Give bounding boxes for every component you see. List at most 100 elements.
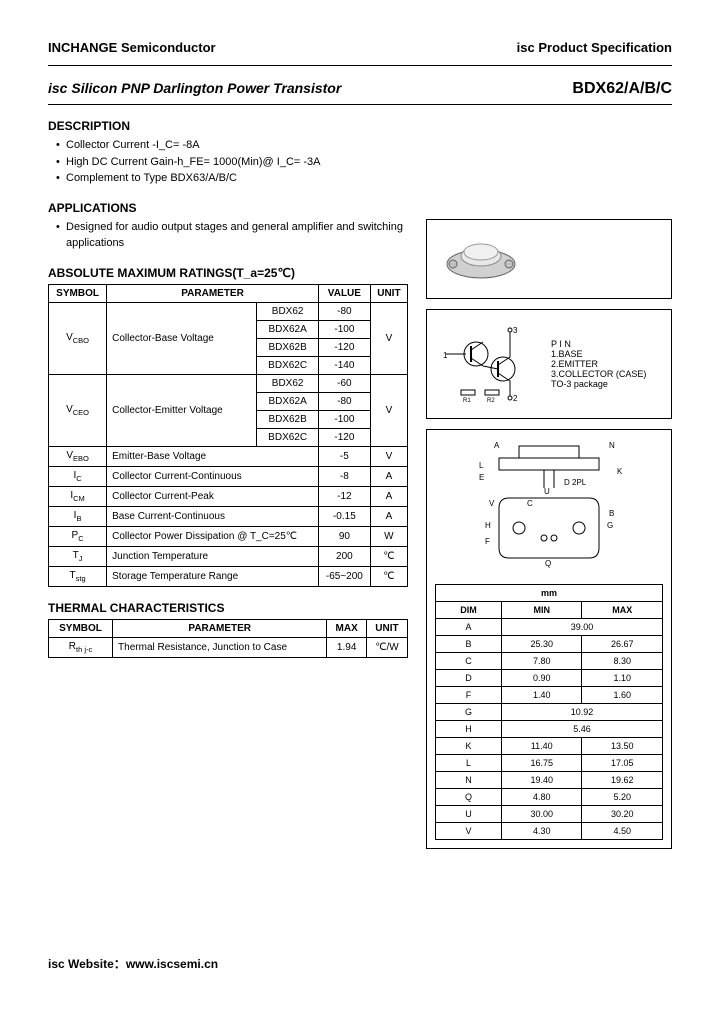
footer-url: www.iscsemi.cn	[126, 957, 218, 971]
param: Collector Power Dissipation @ T_C=25℃	[107, 526, 319, 546]
cell: -120	[318, 338, 370, 356]
cell: -100	[318, 320, 370, 338]
val: -12	[318, 486, 370, 506]
header-right: isc Product Specification	[517, 40, 672, 55]
svg-text:3: 3	[513, 326, 518, 335]
tcol: PARAMETER	[113, 619, 327, 637]
sym: PC	[49, 526, 107, 546]
cell: -140	[318, 356, 370, 374]
unit: ℃	[370, 546, 407, 566]
param-vceo: Collector-Emitter Voltage	[107, 374, 257, 446]
outline-box: A N L E K D 2PL U V H F G B Q C	[426, 429, 672, 849]
sym-vcbo: VCBO	[49, 302, 107, 374]
pin-1: 1.BASE	[551, 349, 646, 359]
dh: DIM	[436, 601, 502, 618]
sym: VEBO	[49, 446, 107, 466]
param: Emitter-Base Voltage	[107, 446, 319, 466]
svg-text:B: B	[609, 509, 614, 518]
desc-item: Complement to Type BDX63/A/B/C	[66, 170, 672, 187]
cell: BDX62C	[257, 428, 319, 446]
dh: MAX	[582, 601, 663, 618]
svg-text:N: N	[609, 441, 615, 450]
dim-max: 5.20	[582, 788, 663, 805]
dim-val: 10.92	[502, 703, 663, 720]
param: Collector Current-Continuous	[107, 466, 319, 486]
col-symbol: SYMBOL	[49, 284, 107, 302]
app-item: Designed for audio output stages and gen…	[66, 219, 408, 252]
thermal-table: SYMBOL PARAMETER MAX UNIT Rth j-c Therma…	[48, 619, 408, 658]
dim-max: 8.30	[582, 652, 663, 669]
cell: -100	[318, 410, 370, 428]
tunit: ℃/W	[366, 637, 407, 657]
dim-val: 39.00	[502, 618, 663, 635]
unit: V	[370, 374, 407, 446]
dim-sym: A	[436, 618, 502, 635]
svg-text:R1: R1	[463, 398, 471, 404]
svg-text:C: C	[527, 499, 533, 508]
schematic-icon: 1 3 2 R1 R2	[441, 324, 541, 404]
cell: -120	[318, 428, 370, 446]
ratings-heading: ABSOLUTE MAXIMUM RATINGS(T_a=25℃)	[48, 266, 408, 280]
dim-sym: U	[436, 805, 502, 822]
unit: V	[370, 302, 407, 374]
val: -8	[318, 466, 370, 486]
svg-text:U: U	[544, 487, 550, 496]
param: Storage Temperature Range	[107, 566, 319, 586]
dim-min: 30.00	[502, 805, 582, 822]
cell: BDX62B	[257, 410, 319, 428]
dim-sym: N	[436, 771, 502, 788]
pkg-type: TO-3 package	[551, 379, 646, 389]
dim-min: 25.30	[502, 635, 582, 652]
desc-item: Collector Current -I_C= -8A	[66, 137, 672, 154]
cell: BDX62A	[257, 320, 319, 338]
dim-sym: H	[436, 720, 502, 737]
description-list: Collector Current -I_C= -8A High DC Curr…	[48, 137, 672, 187]
dim-min: 11.40	[502, 737, 582, 754]
svg-text:A: A	[494, 441, 500, 450]
param: Base Current-Continuous	[107, 506, 319, 526]
ratings-table: SYMBOL PARAMETER VALUE UNIT VCBO Collect…	[48, 284, 408, 587]
applications-list: Designed for audio output stages and gen…	[48, 219, 408, 252]
cell: BDX62A	[257, 392, 319, 410]
dim-sym: C	[436, 652, 502, 669]
desc-item: High DC Current Gain-h_FE= 1000(Min)@ I_…	[66, 154, 672, 171]
cell: -80	[318, 302, 370, 320]
svg-text:L: L	[479, 461, 484, 470]
sym: ICM	[49, 486, 107, 506]
param-vcbo: Collector-Base Voltage	[107, 302, 257, 374]
val: 200	[318, 546, 370, 566]
dim-max: 17.05	[582, 754, 663, 771]
dim-sym: G	[436, 703, 502, 720]
cell: BDX62C	[257, 356, 319, 374]
tcol: MAX	[327, 619, 367, 637]
val: -5	[318, 446, 370, 466]
dim-min: 16.75	[502, 754, 582, 771]
unit: V	[370, 446, 407, 466]
description-heading: DESCRIPTION	[48, 119, 672, 133]
unit: W	[370, 526, 407, 546]
svg-text:D 2PL: D 2PL	[564, 478, 587, 487]
header-left: INCHANGE Semiconductor	[48, 40, 216, 55]
sym: IC	[49, 466, 107, 486]
dim-min: 4.30	[502, 822, 582, 839]
col-parameter: PARAMETER	[107, 284, 319, 302]
svg-text:G: G	[607, 521, 613, 530]
dim-sym: D	[436, 669, 502, 686]
dim-sym: K	[436, 737, 502, 754]
product-name: isc Silicon PNP Darlington Power Transis…	[48, 80, 341, 96]
col-unit: UNIT	[370, 284, 407, 302]
svg-text:1: 1	[443, 351, 448, 360]
svg-text:E: E	[479, 473, 484, 482]
part-number: BDX62/A/B/C	[572, 80, 672, 98]
val: -65~200	[318, 566, 370, 586]
tmax: 1.94	[327, 637, 367, 657]
val: -0.15	[318, 506, 370, 526]
dim-unit: mm	[436, 584, 663, 601]
dim-sym: V	[436, 822, 502, 839]
sym: IB	[49, 506, 107, 526]
thermal-heading: THERMAL CHARACTERISTICS	[48, 601, 408, 615]
unit: A	[370, 486, 407, 506]
pin-label: P I N	[551, 339, 646, 349]
dim-max: 13.50	[582, 737, 663, 754]
param: Collector Current-Peak	[107, 486, 319, 506]
